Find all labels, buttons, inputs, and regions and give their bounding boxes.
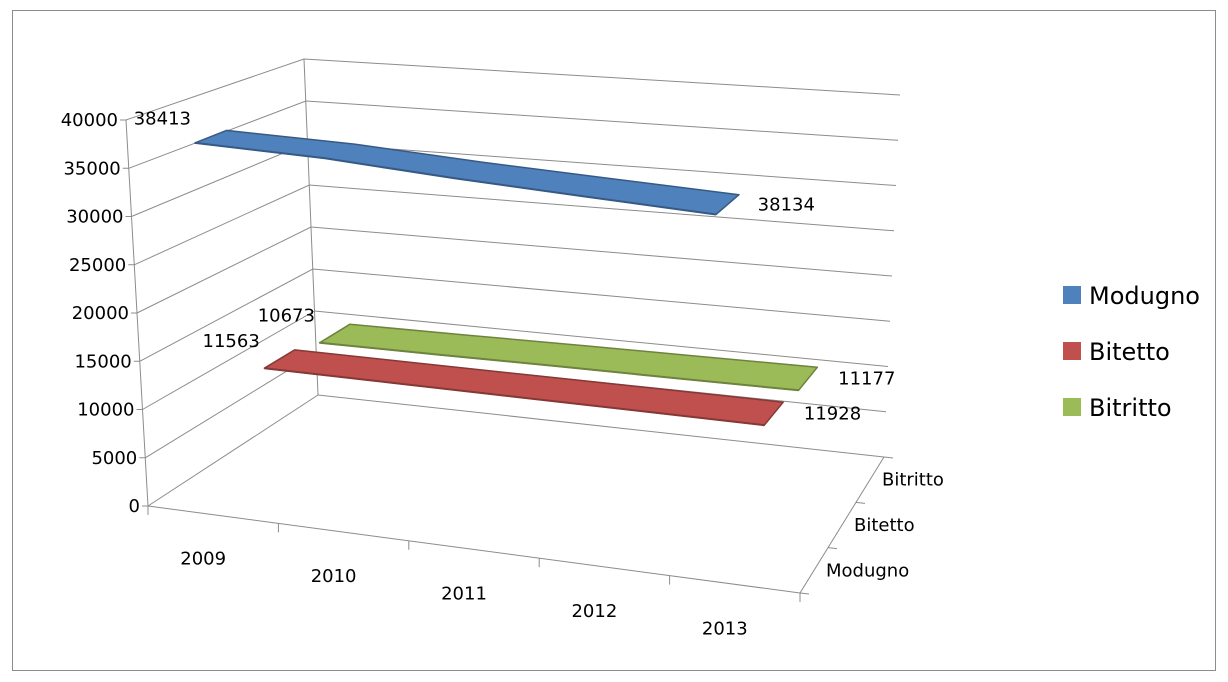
series-edge-modugno	[194, 141, 717, 216]
x-tick-label: 2013	[702, 618, 748, 639]
x-tick-label: 2009	[180, 549, 226, 570]
x-tick-label: 2012	[571, 601, 617, 622]
y-tick-label: 30000	[66, 207, 123, 228]
series-edge-bitetto	[264, 367, 765, 427]
data-label: 11928	[804, 404, 861, 425]
legend-label: Bitritto	[1089, 394, 1172, 422]
y-tick-label: 15000	[74, 351, 131, 372]
depth-tick-mark	[855, 501, 866, 504]
y-tick-label: 35000	[63, 158, 120, 179]
depth-tick-mark	[827, 547, 838, 550]
data-label: 10673	[258, 305, 315, 326]
y-tick-label: 5000	[91, 448, 137, 469]
legend-label: Modugno	[1089, 282, 1200, 310]
x-tick-label: 2011	[441, 584, 487, 605]
depth-tick-mark	[799, 592, 810, 595]
y-tick-label: 0	[129, 496, 140, 517]
depth-tick-label: Bitritto	[882, 470, 944, 491]
y-tick-label: 25000	[69, 255, 126, 276]
depth-tick-label: Modugno	[826, 560, 909, 581]
depth-tick-label: Bitetto	[854, 515, 915, 536]
legend-swatch	[1063, 342, 1081, 360]
depth-axis-line	[799, 456, 885, 594]
y-tick-label: 10000	[77, 400, 134, 421]
data-label: 11177	[838, 369, 895, 390]
chart-border	[12, 10, 1216, 671]
y-tick-label: 20000	[72, 303, 129, 324]
data-label: 38413	[134, 109, 191, 130]
data-label: 11563	[203, 331, 260, 352]
series-edge-bitritto	[319, 341, 799, 392]
x-axis-line	[147, 505, 801, 594]
x-tick-label: 2010	[311, 566, 357, 587]
depth-tick-mark	[883, 456, 894, 459]
y-tick-label: 40000	[61, 110, 118, 131]
legend-swatch	[1063, 286, 1081, 304]
back-wall-edge	[303, 58, 319, 396]
data-label: 38134	[758, 194, 815, 215]
legend-swatch	[1063, 398, 1081, 416]
legend-label: Bitetto	[1089, 338, 1170, 366]
